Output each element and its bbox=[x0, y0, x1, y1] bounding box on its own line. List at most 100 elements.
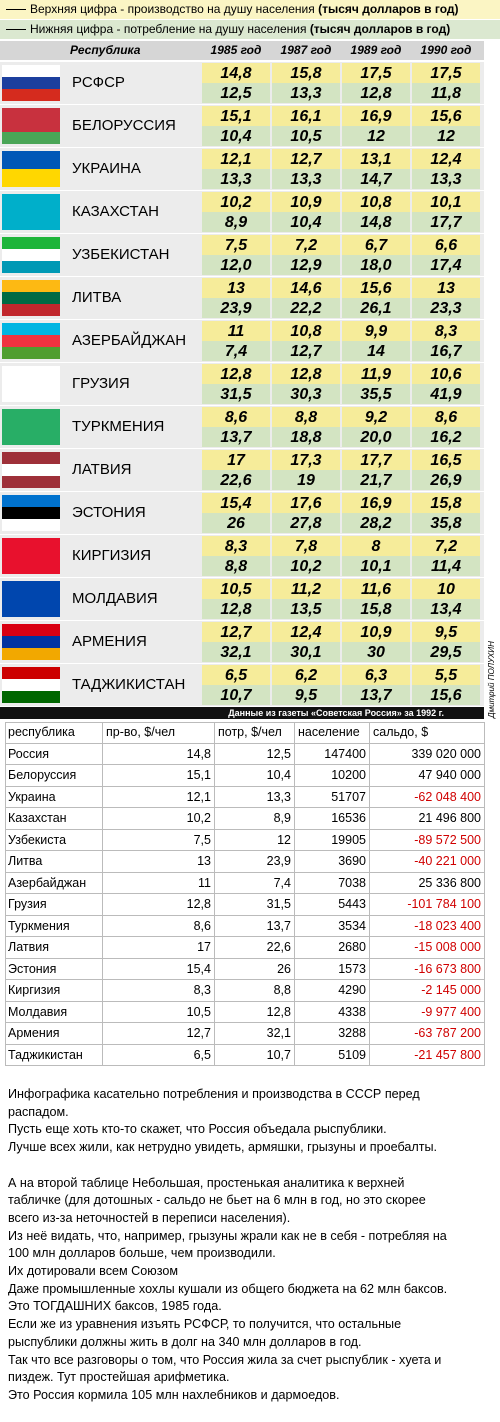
table-cell: 12,8 bbox=[215, 1001, 295, 1023]
republic-name: КАЗАХСТАН bbox=[72, 203, 159, 220]
table-cell: 17 bbox=[103, 937, 215, 959]
flag-stripe bbox=[2, 237, 60, 249]
republic-name: УКРАИНА bbox=[72, 160, 141, 177]
legend-bottom: Нижняя цифра - потребление на душу насел… bbox=[0, 20, 500, 39]
table-cell: Узбекиста bbox=[5, 829, 103, 851]
republic-name: ТАДЖИКИСТАН bbox=[72, 676, 186, 693]
table-cell: 2680 bbox=[295, 937, 370, 959]
flag-stripe bbox=[2, 452, 60, 464]
production: 6,2 bbox=[272, 665, 340, 685]
production: 17,6 bbox=[272, 493, 340, 513]
republic-name: КИРГИЗИЯ bbox=[72, 547, 152, 564]
paragraph-line: 100 млн долларов больше, чем производили… bbox=[8, 1246, 276, 1261]
consumption: 12 bbox=[412, 126, 480, 146]
table-cell: 5443 bbox=[295, 894, 370, 916]
consumption: 23,9 bbox=[202, 298, 270, 318]
flag-stripe bbox=[2, 581, 60, 617]
table-cell: 21 496 800 bbox=[370, 808, 485, 830]
production: 9,9 bbox=[342, 321, 410, 341]
table-cell: 339 020 000 bbox=[370, 743, 485, 765]
flag-stripe bbox=[2, 507, 60, 519]
table-cell: Литва bbox=[5, 851, 103, 873]
production: 8,6 bbox=[202, 407, 270, 427]
table-cell: потр, $/чел bbox=[215, 722, 295, 744]
production: 7,5 bbox=[202, 235, 270, 255]
republic-name: МОЛДАВИЯ bbox=[72, 590, 158, 607]
credit: Дмитрий ПОЛУХИН bbox=[487, 641, 496, 718]
production: 9,5 bbox=[412, 622, 480, 642]
consumption: 13,3 bbox=[272, 169, 340, 189]
header-cell: 1987 год bbox=[280, 43, 332, 57]
table-cell: 7038 bbox=[295, 872, 370, 894]
republic-name: ЛИТВА bbox=[72, 289, 122, 306]
consumption: 10,4 bbox=[272, 212, 340, 232]
production: 15,6 bbox=[412, 106, 480, 126]
republic-name: УЗБЕКИСТАН bbox=[72, 246, 170, 263]
paragraph-line: Из неё видать, что, например, грызуны жр… bbox=[8, 1228, 447, 1243]
table-cell: -15 008 000 bbox=[370, 937, 485, 959]
consumption: 30 bbox=[342, 642, 410, 662]
flag-stripe bbox=[2, 409, 60, 445]
arrow bbox=[6, 9, 26, 10]
table-cell: 10200 bbox=[295, 765, 370, 787]
table-cell: -101 784 100 bbox=[370, 894, 485, 916]
consumption: 26 bbox=[202, 513, 270, 533]
consumption: 18,8 bbox=[272, 427, 340, 447]
consumption: 28,2 bbox=[342, 513, 410, 533]
flag-stripe bbox=[2, 169, 60, 187]
paragraph-line: Даже промышленные хохлы кушали из общего… bbox=[8, 1281, 448, 1296]
consumption: 20,0 bbox=[342, 427, 410, 447]
flag-stripe bbox=[2, 323, 60, 335]
production: 16,9 bbox=[342, 106, 410, 126]
flag-stripe bbox=[2, 249, 60, 261]
flag-stripe bbox=[2, 304, 60, 316]
production: 17,5 bbox=[412, 63, 480, 83]
table-cell: Армения bbox=[5, 1023, 103, 1045]
flag-stripe bbox=[2, 261, 60, 273]
consumption: 14,8 bbox=[342, 212, 410, 232]
production: 12,4 bbox=[412, 149, 480, 169]
table-cell: 3288 bbox=[295, 1023, 370, 1045]
consumption: 9,5 bbox=[272, 685, 340, 705]
production: 6,7 bbox=[342, 235, 410, 255]
consumption: 10,2 bbox=[272, 556, 340, 576]
consumption: 12,7 bbox=[272, 341, 340, 361]
table-cell: -2 145 000 bbox=[370, 980, 485, 1002]
consumption: 19 bbox=[272, 470, 340, 490]
flag-stripe bbox=[2, 648, 60, 660]
table-cell: 26 bbox=[215, 958, 295, 980]
table-cell: 22,6 bbox=[215, 937, 295, 959]
table-cell: Туркмения bbox=[5, 915, 103, 937]
consumption: 26,1 bbox=[342, 298, 410, 318]
table-cell: население bbox=[295, 722, 370, 744]
table-cell: Молдавия bbox=[5, 1001, 103, 1023]
consumption: 30,3 bbox=[272, 384, 340, 404]
production: 12,8 bbox=[272, 364, 340, 384]
flag-stripe bbox=[2, 366, 60, 402]
production: 10,1 bbox=[412, 192, 480, 212]
source: Данные из газеты «Советская Россия» за 1… bbox=[0, 707, 484, 719]
table-cell: пр-во, $/чел bbox=[103, 722, 215, 744]
consumption: 23,3 bbox=[412, 298, 480, 318]
consumption: 26,9 bbox=[412, 470, 480, 490]
table-cell: Казахстан bbox=[5, 808, 103, 830]
arrow bbox=[6, 29, 26, 30]
table-cell: -62 048 400 bbox=[370, 786, 485, 808]
table bbox=[5, 722, 485, 1066]
flag-stripe bbox=[2, 108, 60, 120]
production: 15,8 bbox=[412, 493, 480, 513]
flag-stripe bbox=[2, 77, 60, 89]
table-cell: 8,3 bbox=[103, 980, 215, 1002]
consumption: 22,6 bbox=[202, 470, 270, 490]
production: 13 bbox=[202, 278, 270, 298]
paragraph-line: Инфографика касательно потребления и про… bbox=[8, 1087, 420, 1101]
consumption: 13,3 bbox=[412, 169, 480, 189]
table-cell: 23,9 bbox=[215, 851, 295, 873]
production: 12,1 bbox=[202, 149, 270, 169]
legend-top: Верхняя цифра - производство на душу нас… bbox=[0, 0, 500, 19]
consumption: 10,7 bbox=[202, 685, 270, 705]
republic-name: АЗЕРБАЙДЖАН bbox=[72, 332, 187, 349]
consumption: 13,3 bbox=[272, 83, 340, 103]
consumption: 12,5 bbox=[202, 83, 270, 103]
production: 7,2 bbox=[412, 536, 480, 556]
